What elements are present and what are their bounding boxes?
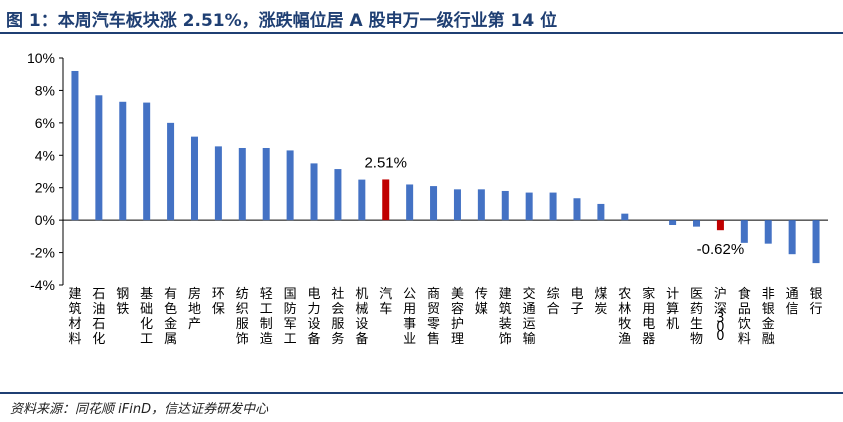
bar-煤炭 [597,203,605,221]
y-tick-label: -2% [30,245,55,261]
bar-社会服务 [334,169,342,221]
bar-公用事业 [406,184,414,221]
bar-建筑材料 [71,70,79,221]
bar-国防军工 [286,150,294,221]
bar-电子 [573,198,581,221]
x-tick-label: 家用电器 [642,286,655,347]
source-note: 资料来源：同花顺 iFinD，信达证券研发中心 [10,402,269,417]
title-divider [0,32,843,34]
bar-轻工制造 [262,147,270,221]
figure-title: 图 1：本周汽车板块涨 2.51%，涨跌幅位居 A 股申万一级行业第 14 位 [6,11,558,31]
bar-计算机 [669,220,677,226]
y-tick-label: 4% [35,147,55,163]
x-tick-label: 农林牧渔 [618,287,631,347]
bar-钢铁 [119,101,127,221]
x-tick-label: 商贸零售 [427,287,440,347]
bar-食品饮料 [740,220,748,243]
x-tick-label: 沪深 3 0 0 [714,286,727,344]
y-tick-label: 10% [27,50,55,66]
bar-基础化工 [143,102,151,221]
y-tick-label: 2% [35,180,55,196]
x-tick-label: 美容护理 [451,287,464,347]
x-tick-label: 有色金属 [164,287,177,347]
bar-沪深300 [716,220,724,231]
bar-机械设备 [358,179,366,221]
bar-纺织服饰 [238,147,246,221]
bar-建筑装饰 [501,190,509,221]
bar-非银金融 [764,220,772,244]
bar-医药生物 [693,220,701,227]
x-tick-label: 基础化工 [140,287,153,347]
bar-环保 [214,146,222,221]
data-label-沪深300: -0.62% [697,241,745,258]
data-label-汽车: 2.51% [364,154,407,171]
x-tick-label: 非银金融 [762,287,775,347]
bar-传媒 [477,189,485,221]
x-tick-label: 社会服务 [331,286,344,347]
x-tick-label: 传媒 [475,287,488,317]
x-tick-label: 通信 [786,287,799,317]
x-tick-label: 机械设备 [355,287,368,347]
bar-银行 [812,220,820,264]
x-tick-label: 钢铁 [116,287,129,317]
bar-电力设备 [310,163,318,221]
y-tick-label: 8% [35,82,55,98]
y-tick-label: 6% [35,115,55,131]
x-tick-label: 电子 [570,287,583,317]
x-tick-label: 房地产 [188,286,201,332]
bar-交通运输 [525,192,533,221]
x-tick-label: 国防军工 [284,287,297,347]
x-tick-label: 石油石化 [92,287,105,347]
x-tick-label: 综合 [547,287,560,317]
y-tick-label: 0% [35,212,55,228]
bar-通信 [788,220,796,255]
bar-综合 [549,192,557,221]
x-tick-label: 医药生物 [690,287,703,347]
bar-房地产 [190,136,198,221]
title-bar: 图 1：本周汽车板块涨 2.51%，涨跌幅位居 A 股申万一级行业第 14 位 [0,0,843,34]
bar-商贸零售 [430,186,438,221]
footer-divider [0,392,843,394]
x-tick-label: 纺织服饰 [236,287,249,347]
x-tick-label: 交通运输 [523,286,536,347]
y-tick-label: -4% [30,277,55,293]
x-tick-label: 食品饮料 [738,286,751,347]
x-tick-label: 计算机 [666,287,679,332]
x-tick-label: 公用事业 [403,287,416,347]
x-tick-label: 建筑装饰 [499,287,512,347]
bar-汽车 [382,179,390,221]
bar-有色金属 [167,122,175,221]
bar-chart: 10% 8% 6% 4% 2% 0% -2% -4% 建筑材料石油石化钢铁基础化工有色金属房地产… [27,50,828,347]
bar-石油石化 [95,95,103,221]
x-tick-label: 电力设备 [308,287,321,347]
x-tick-label: 煤炭 [594,287,607,317]
x-tick-label: 汽车 [379,287,392,317]
x-tick-label: 银行 [810,287,823,317]
bar-美容护理 [453,189,461,221]
x-tick-label: 建筑材料 [68,287,81,347]
bar-农林牧渔 [621,213,629,221]
x-tick-label: 轻工制造 [260,287,273,347]
x-tick-label: 环保 [212,287,225,317]
